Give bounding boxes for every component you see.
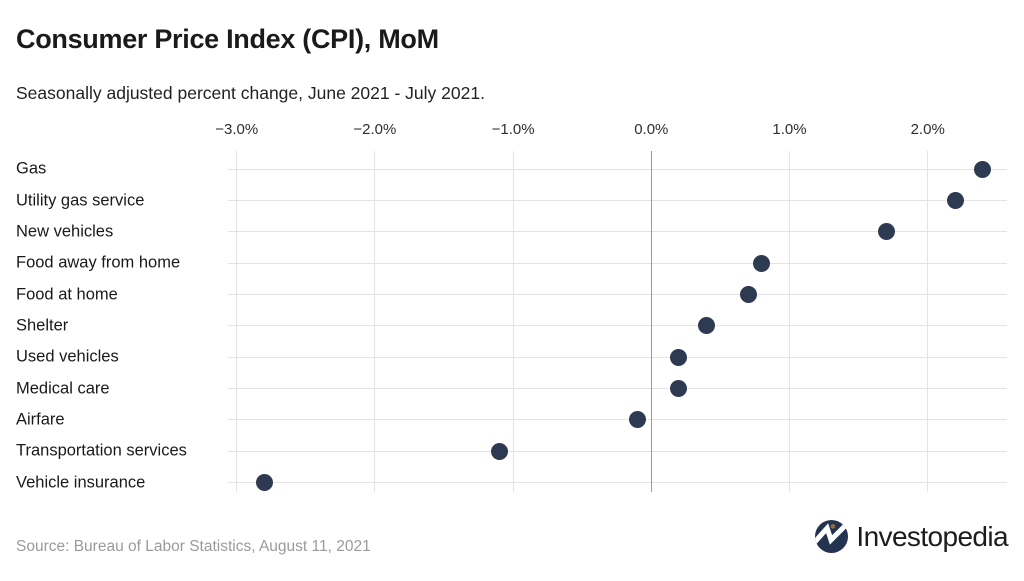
row-gridline	[228, 168, 1007, 170]
row-gridline	[228, 200, 1007, 202]
row-gridline	[228, 262, 1007, 264]
x-gridline	[927, 151, 929, 492]
row-gridline	[228, 325, 1007, 327]
data-point-shelter	[698, 317, 716, 335]
row-gridline	[228, 294, 1007, 296]
x-tick-label: −3.0%	[215, 121, 259, 138]
data-point-medical-care	[670, 380, 688, 398]
x-tick-label: −1.0%	[491, 121, 535, 138]
page-title: Consumer Price Index (CPI), MoM	[16, 24, 439, 54]
investopedia-logo-icon	[815, 519, 849, 554]
source-note: Source: Bureau of Labor Statistics, Augu…	[16, 538, 371, 555]
x-tick-label: 1.0%	[772, 121, 807, 138]
x-tick-label: −2.0%	[353, 121, 397, 138]
x-gridline	[512, 151, 514, 492]
category-label: Medical care	[16, 379, 110, 398]
data-point-used-vehicles	[670, 348, 688, 366]
row-gridline	[228, 419, 1007, 421]
row-gridline	[228, 356, 1007, 358]
category-label: Used vehicles	[16, 347, 119, 366]
logo-gold-dot	[831, 524, 836, 529]
data-point-food-at-home	[739, 286, 757, 304]
category-label: Transportation services	[16, 441, 187, 460]
row-gridline	[228, 450, 1007, 452]
row-gridline	[228, 482, 1007, 484]
data-point-airfare	[628, 411, 646, 429]
category-label: Utility gas service	[16, 191, 145, 210]
data-point-food-away-from-home	[753, 254, 771, 272]
category-label: Food away from home	[16, 253, 181, 272]
data-point-new-vehicles	[877, 223, 895, 241]
investopedia-wordmark: Investopedia	[856, 520, 1008, 552]
investopedia-logo: Investopedia	[814, 519, 1009, 554]
page-subtitle: Seasonally adjusted percent change, June…	[16, 83, 485, 103]
zero-gridline	[650, 151, 652, 492]
data-point-vehicle-insurance	[255, 474, 273, 492]
x-gridline	[374, 151, 376, 492]
category-label: Gas	[16, 159, 47, 178]
data-point-utility-gas-service	[946, 192, 964, 210]
category-label: Food at home	[16, 285, 118, 304]
category-label: Vehicle insurance	[16, 473, 146, 492]
category-label: New vehicles	[16, 222, 114, 241]
x-tick-label: 0.0%	[634, 121, 669, 138]
category-label: Airfare	[16, 410, 65, 429]
row-gridline	[228, 388, 1007, 390]
data-point-gas	[974, 160, 992, 178]
x-gridline	[236, 151, 238, 492]
x-tick-label: 2.0%	[910, 121, 945, 138]
data-point-transportation-services	[490, 442, 508, 460]
category-label: Shelter	[16, 316, 69, 335]
x-gridline	[789, 151, 790, 492]
row-gridline	[228, 231, 1007, 233]
